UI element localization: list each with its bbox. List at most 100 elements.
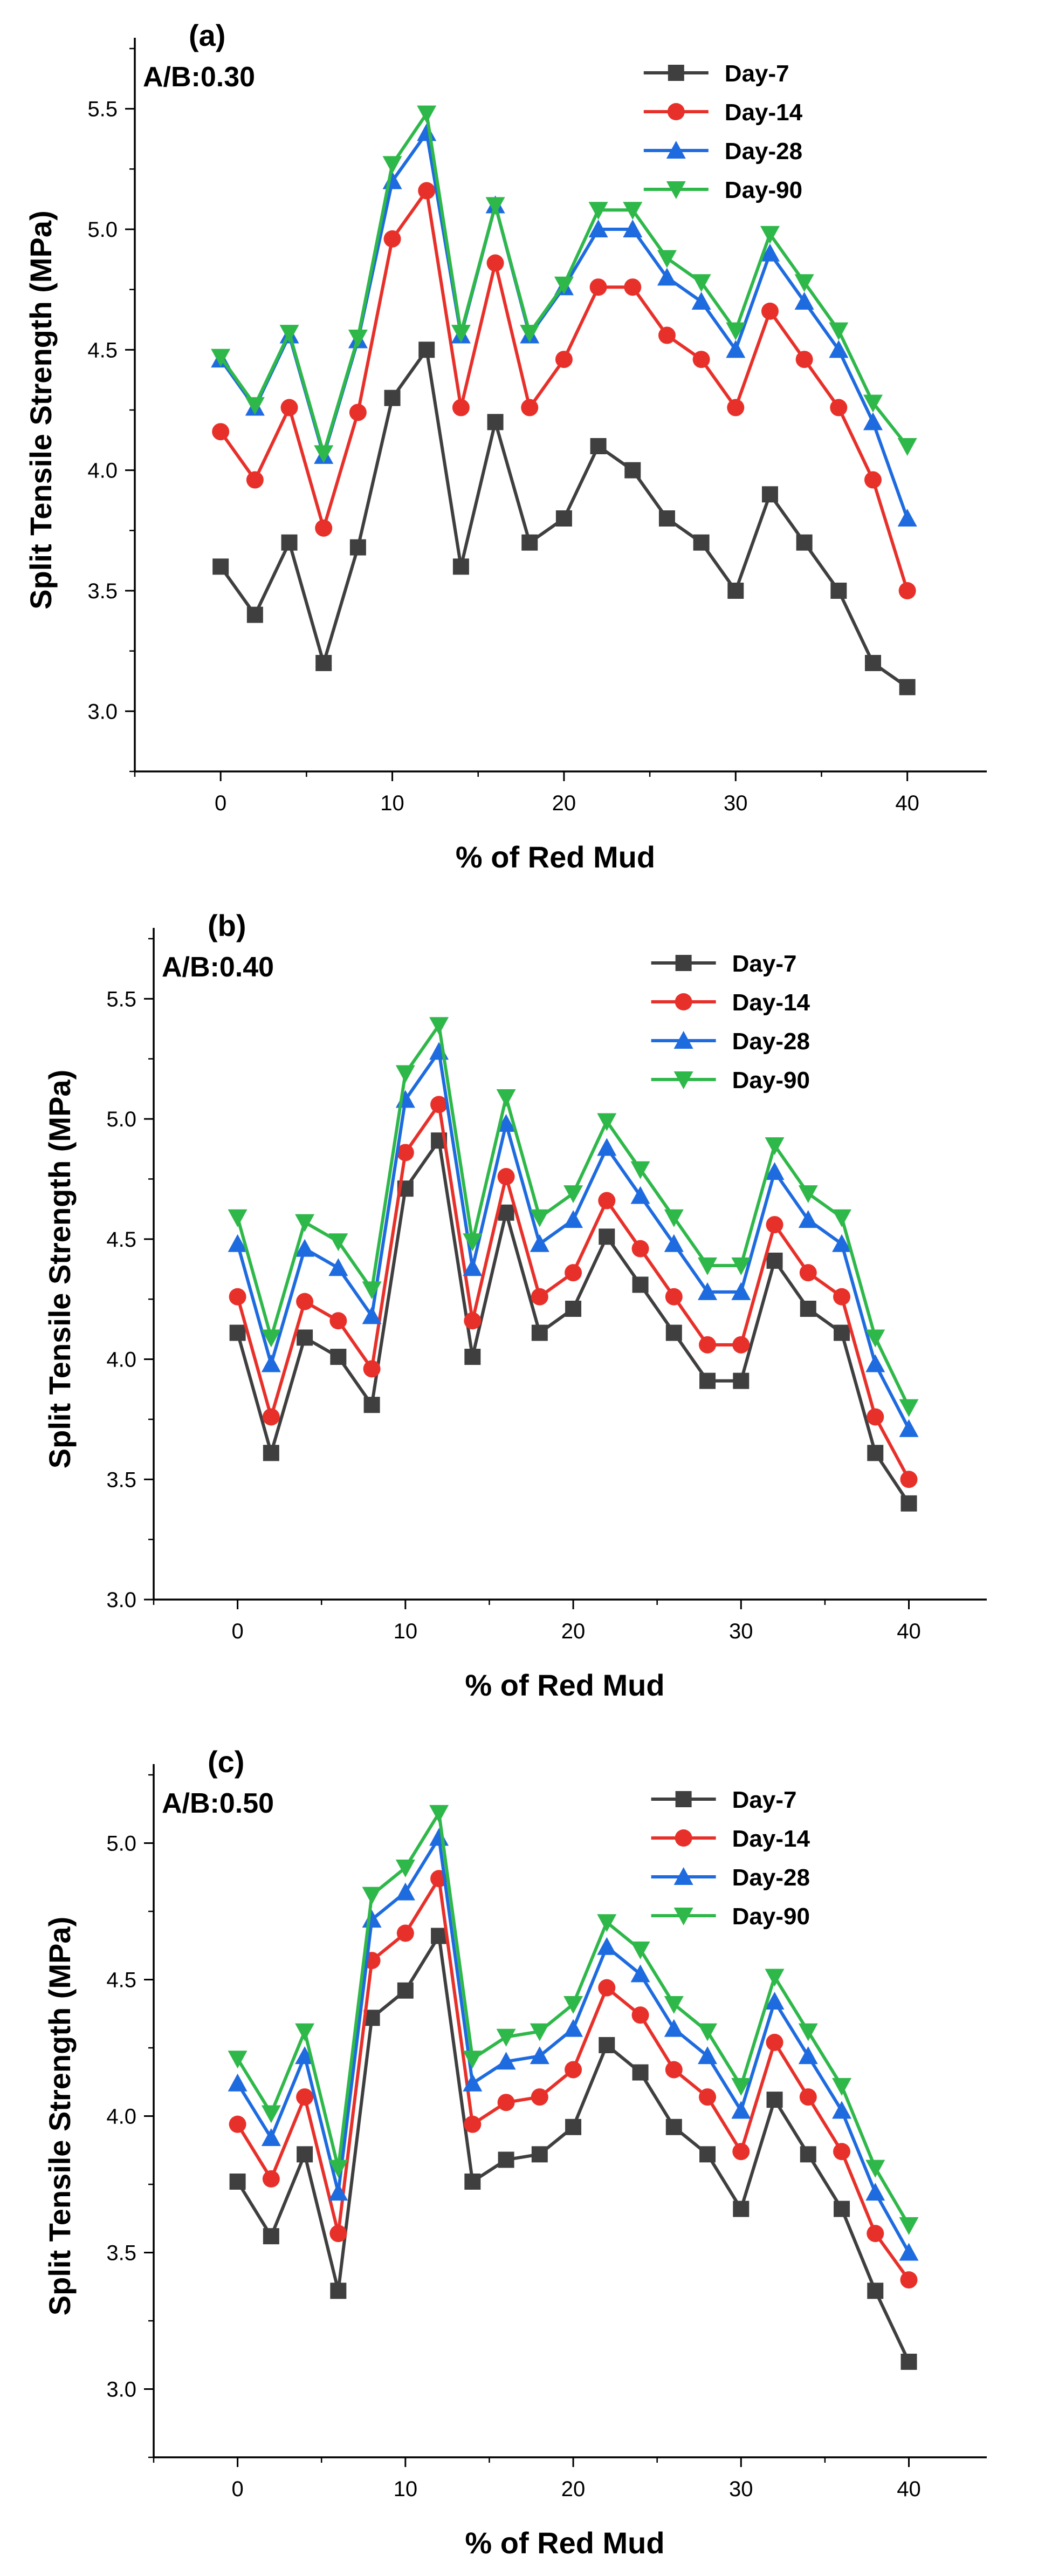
data-point	[228, 2073, 248, 2092]
data-point	[867, 1445, 884, 1461]
data-point	[833, 1288, 851, 1306]
data-point	[760, 226, 780, 244]
data-point	[431, 1928, 448, 1944]
data-point	[565, 1264, 582, 1282]
data-point	[664, 1209, 684, 1227]
data-point	[698, 1257, 718, 1275]
data-point	[328, 1258, 348, 1276]
series-day-7	[229, 1132, 917, 1512]
legend-label: Day-7	[725, 60, 789, 87]
y-tick-label: 4.5	[87, 338, 118, 362]
data-point	[261, 1329, 281, 1348]
data-point	[531, 1324, 548, 1341]
data-point	[452, 558, 469, 575]
data-point	[395, 1882, 415, 1901]
y-tick-label: 5.5	[87, 98, 118, 121]
data-point	[261, 1354, 281, 1372]
data-point	[632, 2064, 649, 2081]
data-point	[429, 1805, 449, 1823]
x-tick-label: 40	[897, 1620, 921, 1643]
data-point	[597, 1937, 617, 1955]
data-point	[630, 1941, 650, 1959]
data-point	[623, 202, 643, 220]
data-point	[624, 462, 641, 479]
x-tick-label: 10	[394, 1620, 418, 1643]
legend-marker	[675, 993, 692, 1010]
data-point	[329, 2225, 347, 2243]
data-point	[699, 2088, 717, 2106]
data-point	[563, 1210, 583, 1228]
data-point	[834, 1324, 850, 1341]
data-point	[693, 534, 710, 551]
data-point	[362, 1306, 382, 1324]
data-point	[463, 1258, 483, 1276]
data-point	[295, 1214, 315, 1232]
legend-label: Day-14	[732, 989, 810, 1016]
legend-label: Day-28	[732, 1864, 810, 1891]
x-axis-title: % of Red Mud	[456, 840, 655, 874]
data-point	[664, 2019, 684, 2037]
data-point	[246, 471, 264, 489]
legend-label: Day-28	[732, 1028, 810, 1055]
x-tick-label: 20	[561, 2477, 586, 2501]
x-tick-label: 30	[729, 2477, 753, 2501]
data-point	[348, 330, 368, 347]
panel-label: (b)	[208, 908, 246, 942]
data-point	[760, 243, 780, 262]
legend-label: Day-28	[725, 138, 802, 165]
y-axis-title: Split Tensile Strength (MPa)	[43, 1070, 77, 1468]
data-point	[830, 583, 847, 599]
data-point	[418, 182, 436, 200]
data-point	[555, 510, 572, 527]
x-tick-label: 20	[552, 791, 576, 815]
data-point	[597, 1914, 617, 1932]
data-point	[521, 399, 539, 416]
data-point	[531, 2088, 548, 2106]
legend: Day-7 Day-14 Day-28 Day-90	[643, 60, 803, 203]
data-point	[630, 1186, 650, 1204]
data-point	[588, 220, 608, 237]
series-day-7	[229, 1928, 917, 2370]
data-point	[832, 1209, 852, 1227]
data-point	[761, 486, 778, 503]
legend: Day-7 Day-14 Day-28 Day-90	[651, 1787, 810, 1930]
series-day-90	[228, 1805, 919, 2235]
data-point	[657, 268, 677, 286]
data-point	[598, 1192, 616, 1210]
data-point	[798, 2046, 818, 2065]
y-tick-label: 3.5	[87, 579, 118, 603]
data-point	[691, 274, 711, 292]
data-point	[733, 2201, 750, 2217]
data-point	[698, 1282, 718, 1300]
data-point	[630, 1161, 650, 1179]
data-point	[496, 1089, 516, 1107]
data-point	[799, 1264, 817, 1282]
data-point	[563, 1185, 583, 1204]
data-point	[429, 1017, 449, 1035]
series-day-90	[211, 105, 917, 463]
legend-label: Day-90	[725, 177, 802, 203]
data-point	[315, 519, 333, 537]
data-point	[900, 2353, 917, 2370]
data-point	[731, 2078, 751, 2096]
data-point	[554, 276, 574, 295]
data-point	[565, 1301, 582, 1317]
data-point	[496, 2052, 516, 2070]
data-point	[262, 2170, 280, 2188]
data-point	[396, 1144, 414, 1161]
data-point	[766, 2092, 783, 2108]
data-point	[798, 1185, 818, 1204]
x-tick-label: 20	[561, 1620, 586, 1643]
data-point	[599, 1228, 615, 1245]
data-point	[383, 230, 401, 248]
data-point	[731, 1282, 751, 1300]
data-point	[212, 423, 230, 441]
data-point	[486, 254, 504, 272]
series-day-28	[228, 1042, 919, 1437]
series-day-14	[212, 182, 916, 599]
data-point	[899, 2243, 919, 2261]
legend-marker	[673, 1071, 693, 1089]
data-point	[865, 2160, 885, 2178]
series-day-7	[212, 341, 916, 695]
